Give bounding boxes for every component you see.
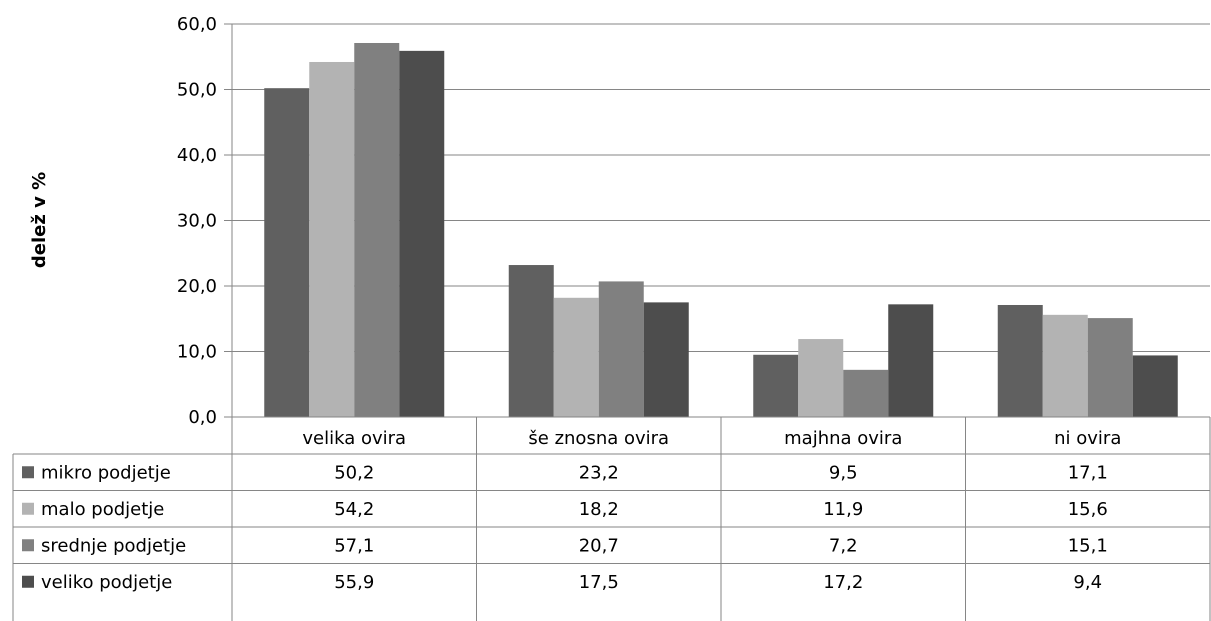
category-label: velika ovira (302, 428, 406, 449)
bar (843, 369, 889, 417)
bar (508, 265, 554, 417)
data-label: 57,1 (334, 535, 374, 556)
bar (798, 339, 844, 417)
bar (399, 50, 445, 417)
category-label: še znosna ovira (528, 428, 669, 449)
bar (997, 304, 1043, 417)
bar (643, 302, 689, 417)
legend-key (22, 575, 34, 588)
legend-label: malo podjetje (41, 499, 164, 520)
y-tick-label: 0,0 (188, 407, 217, 428)
legend-key (22, 539, 34, 552)
data-label: 23,2 (579, 462, 619, 483)
category-label: ni ovira (1054, 428, 1121, 449)
data-label: 11,9 (823, 499, 863, 520)
data-label: 54,2 (334, 499, 374, 520)
legend-key (22, 466, 34, 479)
data-label: 18,2 (579, 499, 619, 520)
y-tick-label: 10,0 (177, 342, 217, 363)
data-label: 20,7 (579, 535, 619, 556)
y-tick-label: 60,0 (177, 14, 217, 35)
bar (264, 88, 310, 417)
y-axis-label: delež v % (29, 172, 50, 268)
bar (1042, 314, 1088, 417)
bars (264, 42, 1178, 418)
data-label: 15,6 (1068, 499, 1108, 520)
category-label: majhna ovira (784, 428, 902, 449)
data-label: 7,2 (829, 535, 858, 556)
y-tick-label: 20,0 (177, 276, 217, 297)
bar (1132, 355, 1178, 417)
legend-key (22, 502, 34, 515)
bar (598, 281, 644, 417)
data-label: 17,1 (1068, 462, 1108, 483)
data-label: 15,1 (1068, 535, 1108, 556)
y-tick-label: 50,0 (177, 80, 217, 101)
bar (553, 297, 599, 417)
bar (354, 42, 400, 418)
y-tick-label: 30,0 (177, 211, 217, 232)
legend-label: veliko podjetje (41, 572, 172, 593)
data-label: 55,9 (334, 572, 374, 593)
data-label: 9,4 (1073, 572, 1102, 593)
data-label: 17,2 (823, 572, 863, 593)
bar (753, 354, 799, 417)
data-label: 50,2 (334, 462, 374, 483)
bar (309, 61, 355, 418)
legend-label: mikro podjetje (41, 462, 171, 483)
legend-label: srednje podjetje (41, 535, 186, 556)
y-tick-labels: 0,0 10,0 20,0 30,0 40,0 50,0 60,0 (177, 14, 217, 428)
data-label: 17,5 (579, 572, 619, 593)
bar (1087, 318, 1133, 417)
bar (888, 304, 934, 417)
y-tick-label: 40,0 (177, 145, 217, 166)
data-table: velika ovira še znosna ovira majhna ovira n… (12, 417, 1211, 621)
data-label: 9,5 (829, 462, 858, 483)
